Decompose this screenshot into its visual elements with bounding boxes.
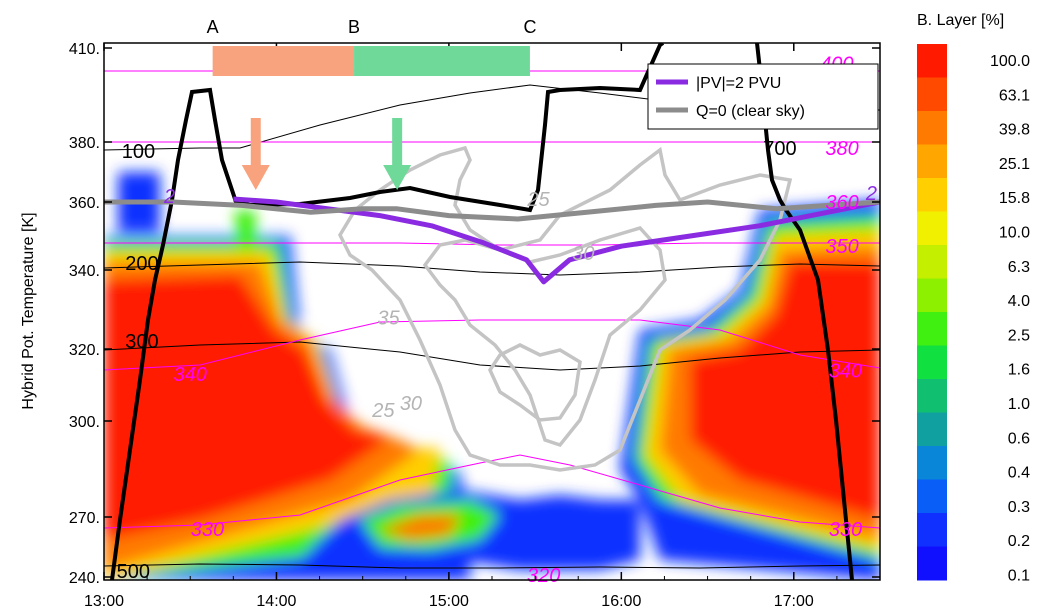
y-tick-label: 240.: [69, 570, 100, 587]
colorbar-label: 0.3: [1008, 499, 1030, 516]
colorbar-swatch: [917, 412, 947, 447]
x-tick-label: 13:00: [84, 593, 124, 610]
y-axis: 240. 270. 300. 320. 340. 360. 380. 410.: [69, 41, 880, 587]
colorbar-label: 0.6: [1008, 430, 1030, 447]
colorbar: 100.0 63.1 39.8 25.1 15.8 10.0 6.3 4.0 2.5 1.6 1.0…: [917, 44, 1030, 585]
x-axis: 13:00 14:00 15:00 16:00 17:00: [84, 43, 881, 610]
legend-label-pv: |PV|=2 PVU: [696, 75, 781, 92]
colorbar-label: 2.5: [1008, 327, 1030, 344]
plot-area: [104, 43, 880, 580]
contour-label: 320: [527, 565, 560, 587]
colorbar-label: 15.8: [999, 190, 1030, 207]
x-tick-label: 14:00: [256, 593, 296, 610]
isobar-200: [104, 261, 880, 276]
segment-arrow: [241, 118, 270, 190]
contour-label: 35: [377, 307, 400, 329]
isobar-300: [104, 341, 880, 371]
colorbar-label: 0.1: [1008, 568, 1030, 585]
legend: |PV|=2 PVU Q=0 (clear sky): [647, 63, 879, 130]
y-axis-title: Hybrid Pot. Temperature [K]: [20, 212, 37, 409]
contour-label: 500: [117, 561, 150, 583]
contour-label: 2: [865, 183, 877, 205]
contour-label: 350: [825, 236, 858, 258]
colorbar-label: 100.0: [990, 53, 1030, 70]
colorbar-swatch: [917, 111, 947, 145]
colorbar-swatch: [917, 44, 947, 78]
contour-label: 100: [122, 141, 155, 163]
colorbar-label: 4.0: [1008, 293, 1030, 310]
segment-bar: [212, 46, 355, 76]
rh-contour-core: [488, 343, 582, 422]
colorbar-swatch: [917, 245, 947, 279]
colorbar-swatch: [917, 312, 947, 346]
contour-label: 380: [825, 138, 858, 160]
contour-label: 360: [825, 192, 858, 214]
legend-box: [647, 63, 879, 130]
colorbar-label: 0.4: [1008, 465, 1030, 482]
colorbar-label: 10.0: [999, 225, 1030, 242]
contour-label: 340: [829, 361, 862, 383]
y-tick-label: 380.: [69, 135, 100, 152]
colorbar-swatch: [917, 77, 947, 112]
contour-label: 25: [526, 189, 550, 211]
colorbar-label: 6.3: [1008, 259, 1030, 276]
contour-label: 30: [572, 243, 594, 265]
legend-label-clear-sky: Q=0 (clear sky): [696, 103, 805, 120]
clear-sky-line: [104, 199, 880, 222]
colorbar-label: 1.6: [1008, 362, 1030, 379]
contour-label: 340: [174, 364, 207, 386]
y-tick-label: 360.: [69, 195, 100, 212]
rh-contour-outer: [338, 145, 793, 472]
colorbar-swatch: [917, 479, 947, 514]
colorbar-label: 0.2: [1008, 533, 1030, 550]
segment-bar: [354, 46, 530, 76]
colorbar-label: 39.8: [999, 122, 1030, 139]
x-tick-label: 16:00: [601, 593, 641, 610]
contour-label: 200: [125, 253, 158, 275]
colorbar-title: B. Layer [%]: [917, 12, 1004, 29]
segment-label: C: [523, 17, 536, 37]
isentrope-330: [104, 454, 880, 529]
colorbar-swatch: [917, 546, 947, 581]
isobar-500: [104, 563, 880, 569]
isentrope-340: [104, 319, 880, 371]
isentrope-350: [104, 242, 880, 246]
contour-label: 30: [400, 393, 422, 415]
colorbar-swatch: [917, 446, 947, 480]
contour-label: 330: [191, 519, 224, 541]
y-tick-label: 300.: [69, 414, 100, 431]
y-tick-label: 340.: [69, 263, 100, 280]
contour-label: 2: [163, 186, 175, 208]
colorbar-swatch: [917, 144, 947, 179]
colorbar-swatch: [917, 345, 947, 380]
colorbar-swatch: [917, 379, 947, 413]
colorbar-swatch: [917, 513, 947, 547]
x-tick-label: 17:00: [774, 593, 814, 610]
segment-arrow: [383, 118, 412, 190]
segment-label: B: [348, 17, 360, 37]
y-tick-label: 270.: [69, 510, 100, 527]
colorbar-label: 63.1: [999, 87, 1030, 104]
flight-segments: A B C: [207, 17, 536, 190]
colorbar-swatch: [917, 278, 947, 313]
contour-label: 300: [125, 331, 158, 353]
contour-label: 330: [829, 519, 862, 541]
colorbar-swatch: [917, 211, 947, 246]
y-tick-label: 320.: [69, 342, 100, 359]
colorbar-swatch: [917, 178, 947, 212]
contour-label: 25: [371, 400, 395, 422]
x-tick-label: 15:00: [429, 593, 469, 610]
colorbar-label: 25.1: [999, 156, 1030, 173]
contour-label: 700: [763, 138, 796, 160]
colorbar-label: 1.0: [1008, 396, 1030, 413]
segment-label: A: [207, 17, 219, 37]
y-tick-label: 410.: [69, 41, 100, 58]
